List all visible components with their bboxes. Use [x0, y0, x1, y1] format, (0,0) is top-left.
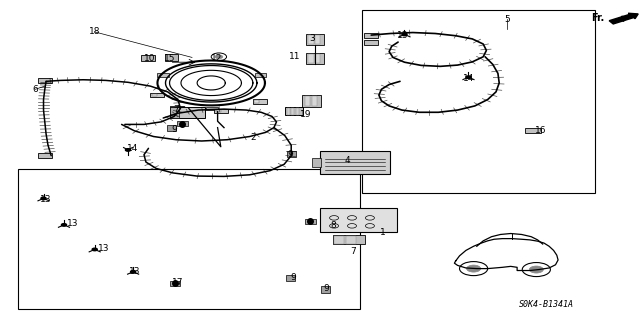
Text: 19: 19 [300, 110, 312, 119]
Text: S0K4-B1341A: S0K4-B1341A [518, 300, 573, 309]
Bar [333, 235, 365, 244]
Text: 11: 11 [289, 52, 300, 61]
Bar [286, 275, 295, 281]
Bar [320, 151, 390, 174]
Text: 13: 13 [129, 267, 140, 276]
Bar [150, 93, 164, 97]
Circle shape [467, 265, 481, 272]
Circle shape [466, 76, 471, 78]
Text: 12: 12 [211, 54, 222, 63]
Bar [287, 151, 296, 157]
Bar [346, 236, 356, 244]
Bar [171, 107, 176, 109]
Bar [170, 107, 179, 118]
Text: 9: 9 [172, 125, 177, 134]
Text: Fr.: Fr. [591, 12, 605, 23]
Text: 13: 13 [98, 244, 109, 253]
Text: 13: 13 [397, 31, 409, 40]
Bar [165, 54, 178, 61]
Text: 17: 17 [172, 278, 184, 287]
Bar [254, 100, 259, 103]
Text: 7: 7 [351, 247, 356, 256]
Circle shape [125, 149, 131, 151]
Bar [315, 35, 320, 44]
Text: 2: 2 [250, 133, 255, 142]
Text: 18: 18 [89, 27, 100, 36]
Bar [38, 153, 52, 158]
Bar [255, 73, 266, 77]
Text: 10: 10 [144, 54, 156, 63]
Bar [364, 40, 378, 45]
Text: 16: 16 [535, 126, 547, 135]
Bar [152, 94, 157, 96]
Text: 4: 4 [345, 156, 350, 165]
FancyArrow shape [609, 13, 638, 24]
Bar [287, 108, 290, 115]
Text: 8: 8 [331, 221, 336, 230]
Bar [157, 73, 169, 77]
Bar [320, 208, 397, 232]
Circle shape [41, 197, 46, 200]
FancyBboxPatch shape [170, 281, 180, 286]
Bar [308, 35, 314, 44]
Text: 15: 15 [164, 54, 175, 63]
Circle shape [131, 271, 136, 273]
Bar [321, 286, 330, 293]
Bar [306, 34, 324, 45]
Text: 5: 5 [504, 15, 509, 24]
Bar [296, 108, 299, 115]
Bar [312, 96, 317, 106]
Text: 6: 6 [33, 85, 38, 94]
Bar [214, 109, 228, 113]
Bar [170, 106, 184, 110]
Bar [334, 236, 344, 244]
Text: 9: 9 [291, 273, 296, 282]
Text: 13: 13 [40, 195, 52, 204]
Bar [364, 33, 378, 38]
Bar [285, 107, 303, 115]
Text: 7: 7 [173, 105, 179, 114]
Bar [216, 110, 221, 112]
Bar [141, 55, 155, 61]
Text: 13: 13 [67, 219, 78, 228]
Bar [167, 125, 176, 131]
Circle shape [61, 224, 67, 226]
FancyBboxPatch shape [305, 219, 316, 224]
Circle shape [92, 248, 97, 251]
Text: 3: 3 [309, 34, 314, 43]
Bar [291, 108, 294, 115]
Bar [308, 54, 314, 63]
Bar [525, 128, 541, 133]
Bar [253, 99, 267, 104]
Bar [306, 53, 324, 64]
Text: 9: 9 [324, 284, 329, 293]
Bar [312, 158, 321, 167]
Bar [18, 169, 360, 309]
Bar [170, 107, 205, 118]
Bar [302, 95, 321, 107]
Text: 14: 14 [127, 144, 139, 153]
Bar [206, 107, 218, 110]
Bar [362, 10, 595, 193]
Circle shape [529, 266, 543, 273]
Circle shape [402, 33, 407, 36]
Text: 14: 14 [463, 74, 474, 83]
FancyBboxPatch shape [177, 121, 188, 126]
Text: 1: 1 [380, 228, 385, 237]
Bar [38, 78, 52, 83]
Bar [305, 96, 310, 106]
Text: 9: 9 [288, 150, 293, 159]
Circle shape [215, 55, 223, 59]
Bar [315, 54, 320, 63]
